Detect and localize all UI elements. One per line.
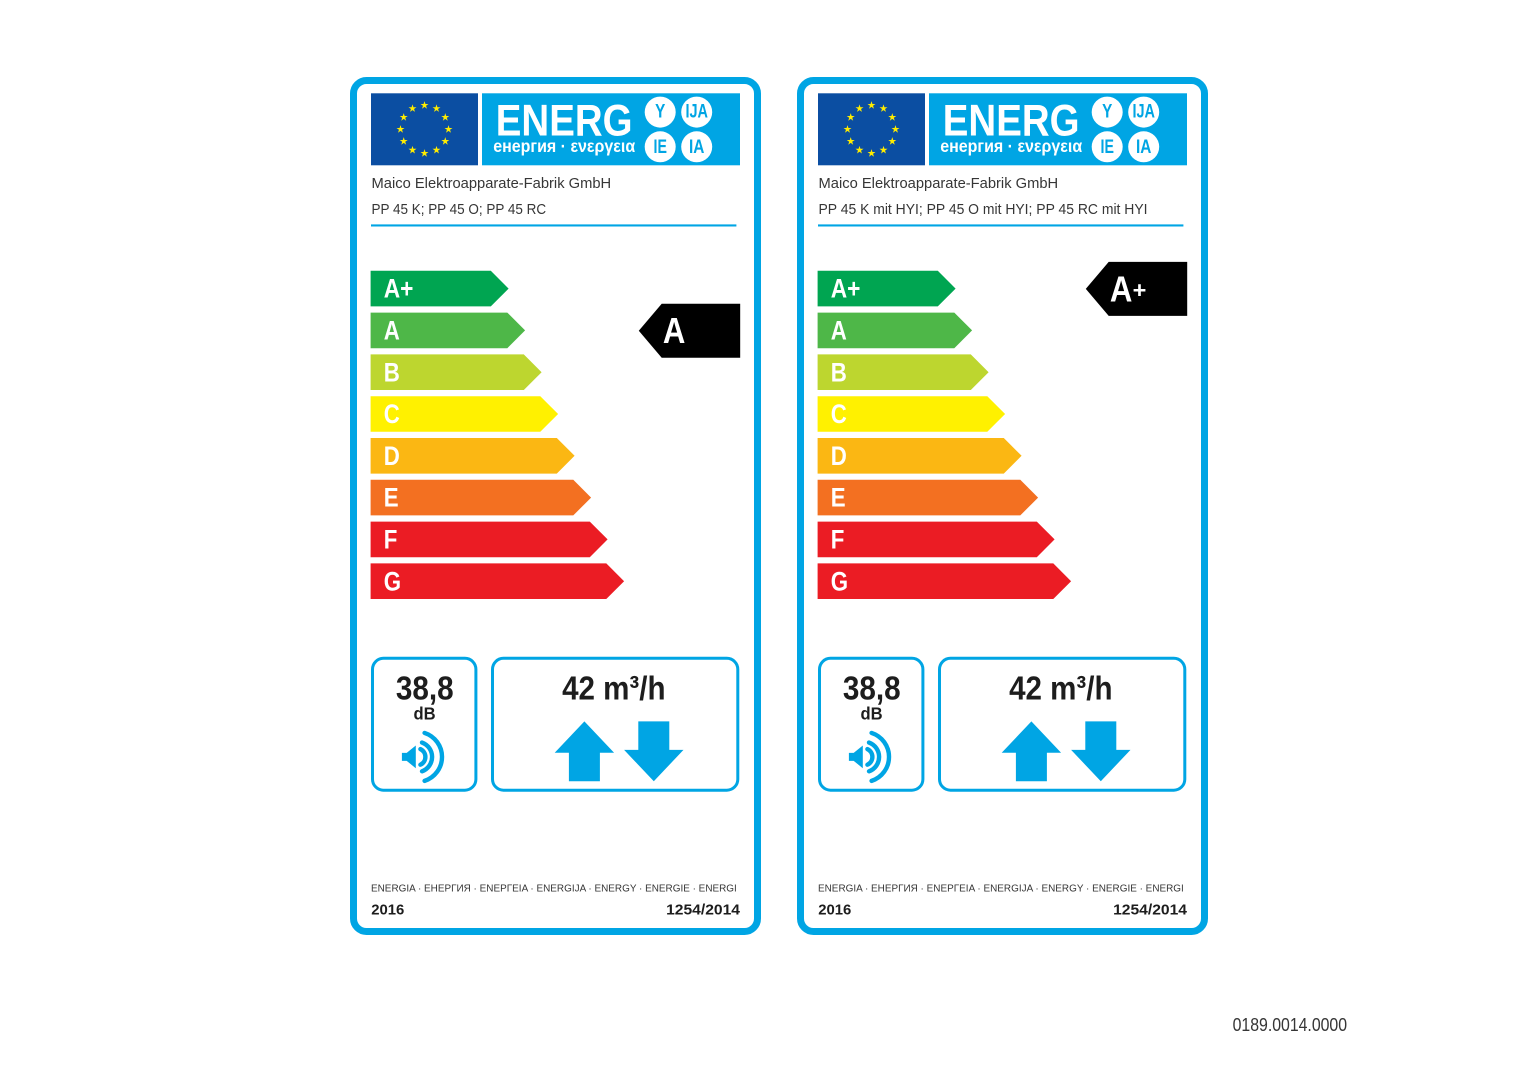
svg-text:D: D bbox=[831, 442, 847, 471]
svg-text:A+: A+ bbox=[384, 275, 414, 304]
svg-text:IJA: IJA bbox=[685, 100, 707, 123]
svg-text:C: C bbox=[831, 400, 847, 429]
svg-text:F: F bbox=[384, 526, 398, 555]
svg-text:ENERG: ENERG bbox=[496, 95, 633, 145]
svg-text:IE: IE bbox=[653, 136, 666, 158]
svg-text:1254/2014: 1254/2014 bbox=[1113, 902, 1187, 919]
svg-text:A: A bbox=[384, 317, 400, 346]
svg-text:2016: 2016 bbox=[819, 901, 852, 918]
svg-text:E: E bbox=[831, 484, 846, 513]
svg-text:енергия · ενεργεια: енергия · ενεργεια bbox=[493, 136, 636, 156]
svg-text:ENERG: ENERG bbox=[943, 95, 1080, 145]
svg-text:PP 45 K; PP 45 O; PP 45 RC: PP 45 K; PP 45 O; PP 45 RC bbox=[372, 201, 547, 218]
svg-text:G: G bbox=[384, 568, 401, 597]
svg-text:2016: 2016 bbox=[371, 901, 404, 918]
svg-text:A: A bbox=[1110, 270, 1132, 310]
svg-text:38,8: 38,8 bbox=[843, 669, 901, 707]
svg-text:A: A bbox=[831, 317, 847, 346]
svg-text:1254/2014: 1254/2014 bbox=[666, 902, 740, 919]
svg-text:42 m³/h: 42 m³/h bbox=[1009, 669, 1112, 707]
svg-text:ENERGIA · ЕНЕРГИЯ · ΕΝΕΡΓΕΙΑ ·: ENERGIA · ЕНЕРГИЯ · ΕΝΕΡΓΕΙΑ · ENERGIJA … bbox=[371, 883, 737, 894]
svg-text:ENERGIA · ЕНЕРГИЯ · ΕΝΕΡΓΕΙΑ ·: ENERGIA · ЕНЕРГИЯ · ΕΝΕΡΓΕΙΑ · ENERGIJA … bbox=[818, 883, 1184, 894]
svg-text:A+: A+ bbox=[831, 275, 861, 304]
svg-text:B: B bbox=[831, 359, 847, 388]
svg-text:0189.0014.0000: 0189.0014.0000 bbox=[1233, 1014, 1348, 1036]
svg-text:D: D bbox=[384, 442, 400, 471]
svg-text:Y: Y bbox=[1102, 100, 1112, 122]
svg-text:E: E bbox=[384, 484, 399, 513]
svg-text:B: B bbox=[384, 359, 400, 388]
svg-text:енергия · ενεργεια: енергия · ενεργεια bbox=[941, 136, 1084, 156]
svg-text:Maico Elektroapparate-Fabrik G: Maico Elektroapparate-Fabrik GmbH bbox=[819, 176, 1059, 192]
svg-text:dB: dB bbox=[414, 704, 436, 724]
svg-text:Maico Elektroapparate-Fabrik G: Maico Elektroapparate-Fabrik GmbH bbox=[372, 176, 612, 192]
svg-text:IE: IE bbox=[1101, 136, 1114, 158]
svg-text:A: A bbox=[663, 312, 685, 352]
svg-text:42 m³/h: 42 m³/h bbox=[562, 669, 665, 707]
svg-text:Y: Y bbox=[655, 100, 665, 122]
svg-text:IJA: IJA bbox=[1133, 100, 1155, 123]
svg-text:+: + bbox=[1133, 277, 1147, 303]
svg-text:C: C bbox=[384, 400, 400, 429]
svg-text:F: F bbox=[831, 526, 845, 555]
svg-text:IA: IA bbox=[1136, 135, 1152, 157]
svg-text:G: G bbox=[831, 568, 848, 597]
svg-text:PP 45 K mit HYI; PP 45 O mit H: PP 45 K mit HYI; PP 45 O mit HYI; PP 45 … bbox=[819, 201, 1148, 218]
svg-text:38,8: 38,8 bbox=[396, 669, 454, 707]
svg-text:dB: dB bbox=[861, 704, 883, 724]
svg-text:IA: IA bbox=[689, 135, 705, 157]
